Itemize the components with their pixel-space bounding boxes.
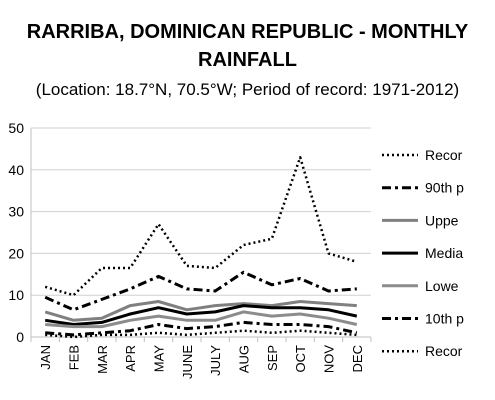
- x-tick-label: FEB: [67, 345, 82, 370]
- series-line-upper-quartile: [44, 300, 357, 322]
- x-tick-label: SEP: [265, 345, 280, 371]
- legend-label: Media: [425, 245, 463, 261]
- series-line-record-high: [44, 156, 358, 297]
- chart-title-line-2: RAINFALL: [198, 49, 297, 71]
- x-tick-label: JULY: [208, 345, 223, 376]
- x-tick-label: APR: [123, 345, 138, 372]
- legend: Recor 90th p Uppe Media Lowe 10th p Recor: [382, 147, 464, 359]
- x-tick-label: JUNE: [180, 345, 195, 379]
- y-tick-label: 20: [8, 245, 24, 261]
- series-line-10th-percentile: [45, 320, 358, 337]
- y-tick-label: 10: [8, 287, 24, 303]
- x-tick-label: MAR: [95, 345, 110, 374]
- chart-title-line-1: RARRIBA, DOMINICAN REPUBLIC - MONTHLY: [26, 21, 469, 43]
- x-tick-label: MAY: [152, 345, 167, 373]
- x-tick-label: AUG: [237, 345, 252, 373]
- legend-label: Lowe: [425, 278, 459, 294]
- legend-label: 10th p: [425, 311, 464, 327]
- series-lines: [44, 156, 358, 339]
- y-axis: 0 10 20 30 40 50: [8, 120, 32, 345]
- legend-label: Recor: [425, 343, 463, 359]
- x-axis: JAN FEB MAR APR MAY JUNE JULY AUG SEP OCT NOV DEC: [30, 336, 372, 379]
- y-tick-label: 0: [16, 329, 24, 345]
- x-tick-label: NOV: [322, 345, 337, 374]
- x-tick-label: JAN: [38, 345, 53, 370]
- y-tick-label: 50: [8, 120, 24, 136]
- legend-label: Recor: [425, 147, 463, 163]
- legend-label: Uppe: [425, 212, 459, 228]
- y-tick-label: 40: [8, 162, 24, 178]
- series-line-median: [44, 304, 358, 326]
- x-tick-label: OCT: [293, 345, 308, 373]
- chart-subtitle: (Location: 18.7°N, 70.5°W; Period of rec…: [35, 80, 460, 99]
- series-line-lower-quartile: [45, 310, 358, 329]
- legend-label: 90th p: [425, 180, 464, 196]
- series-line-record-low: [45, 329, 357, 339]
- y-tick-label: 30: [8, 204, 24, 220]
- series-line-90th-percentile: [44, 270, 357, 312]
- x-tick-label: DEC: [350, 345, 365, 372]
